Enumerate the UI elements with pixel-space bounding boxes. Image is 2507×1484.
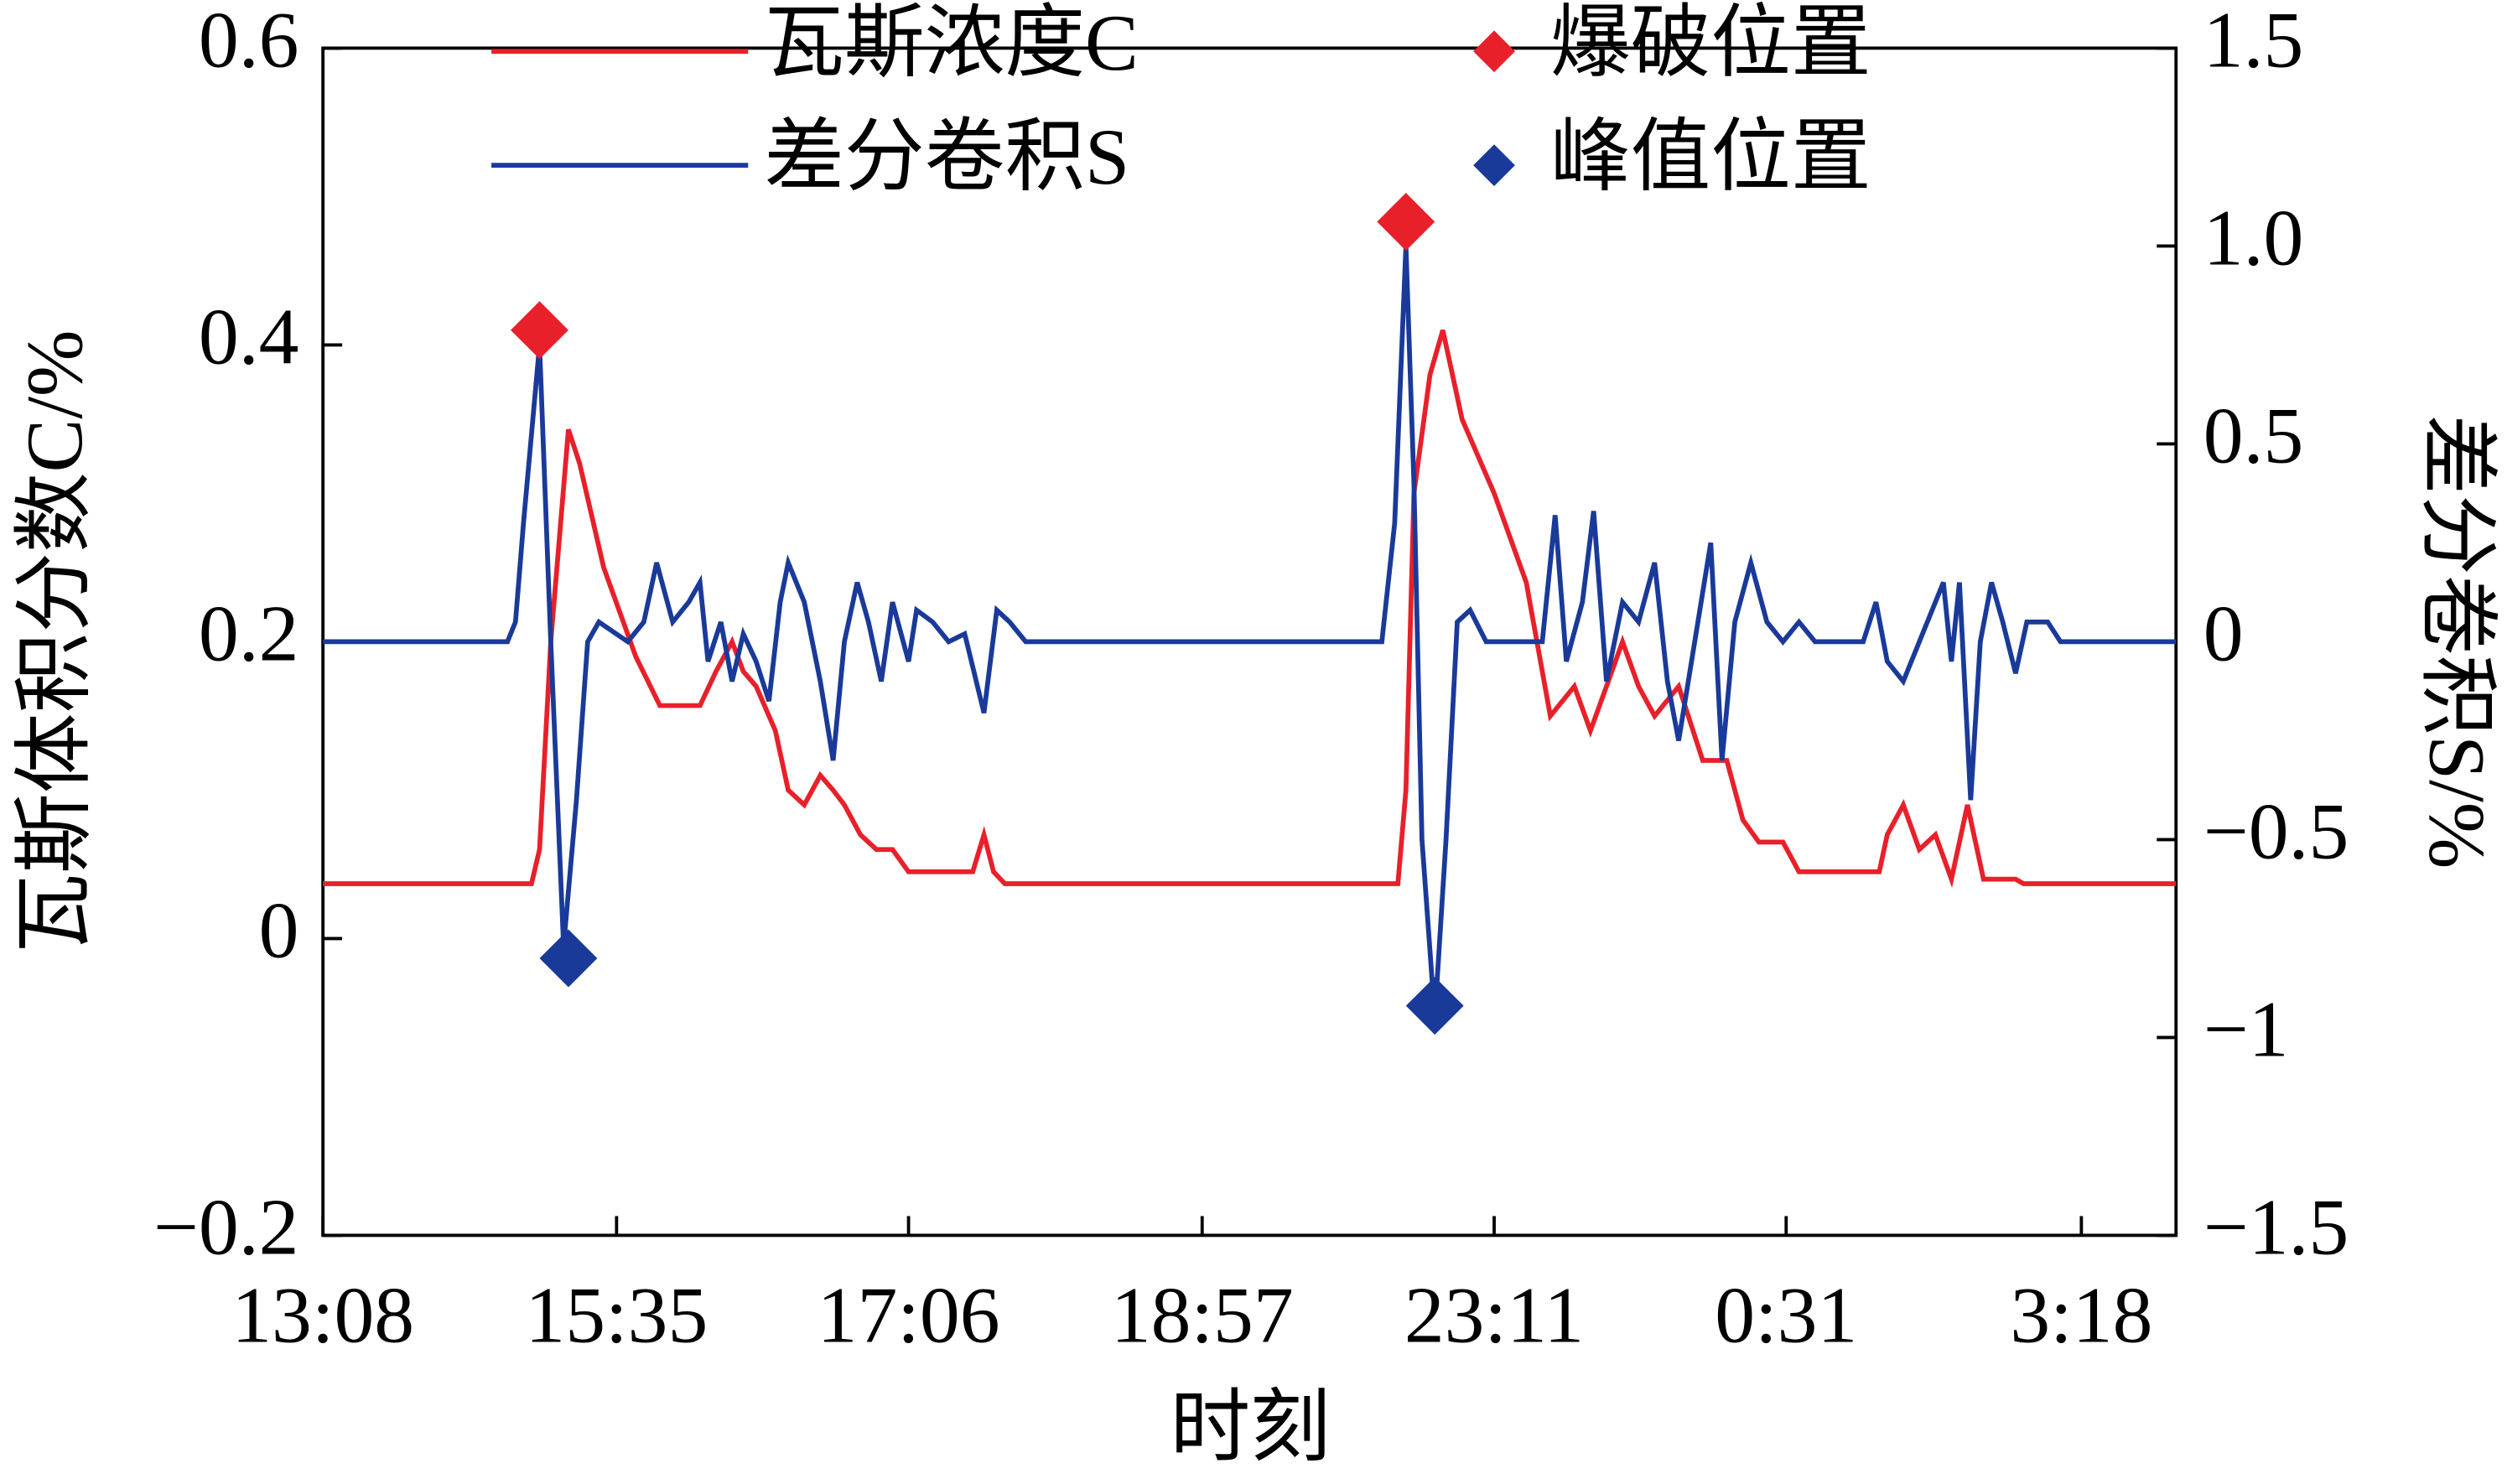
legend-swatch xyxy=(1473,30,1515,73)
y-tick-label: 0.4 xyxy=(199,292,299,381)
marker xyxy=(1405,977,1464,1035)
y-tick-label: 0.6 xyxy=(199,0,299,84)
y2-axis-label: 差分卷积S/% xyxy=(2413,414,2502,869)
x-tick-label: 15:35 xyxy=(525,1271,708,1360)
y2-tick-label: 1.0 xyxy=(2203,193,2304,282)
marker xyxy=(539,929,598,988)
legend-label: 差分卷积S xyxy=(764,112,1129,201)
y2-tick-label: −1.5 xyxy=(2203,1182,2349,1271)
y2-tick-label: −0.5 xyxy=(2203,786,2349,875)
x-tick-label: 13:08 xyxy=(231,1271,414,1360)
legend-label: 爆破位置 xyxy=(1550,0,1871,87)
y-tick-label: −0.2 xyxy=(153,1182,299,1271)
x-axis-label: 时刻 xyxy=(1170,1383,1331,1472)
y-tick-label: 0.2 xyxy=(199,589,299,677)
legend-label: 瓦斯浓度C xyxy=(764,0,1138,87)
x-tick-label: 23:11 xyxy=(1404,1271,1584,1360)
y2-tick-label: 0 xyxy=(2203,589,2244,677)
x-tick-label: 17:06 xyxy=(818,1271,1000,1360)
y2-tick-label: 1.5 xyxy=(2203,0,2304,84)
legend-label: 峰值位置 xyxy=(1550,112,1871,201)
marker xyxy=(511,301,568,360)
data-line xyxy=(323,246,2177,1018)
data-line xyxy=(323,329,2177,888)
y2-tick-label: −1 xyxy=(2203,984,2289,1073)
x-tick-label: 3:18 xyxy=(2010,1271,2152,1360)
marker xyxy=(1377,193,1435,251)
y-axis-label: 瓦斯体积分数C/% xyxy=(10,329,99,953)
legend-swatch xyxy=(1473,144,1515,186)
x-tick-label: 18:57 xyxy=(1111,1271,1294,1360)
y-tick-label: 0 xyxy=(259,885,299,974)
x-tick-label: 0:31 xyxy=(1715,1271,1857,1360)
y2-tick-label: 0.5 xyxy=(2203,391,2304,480)
